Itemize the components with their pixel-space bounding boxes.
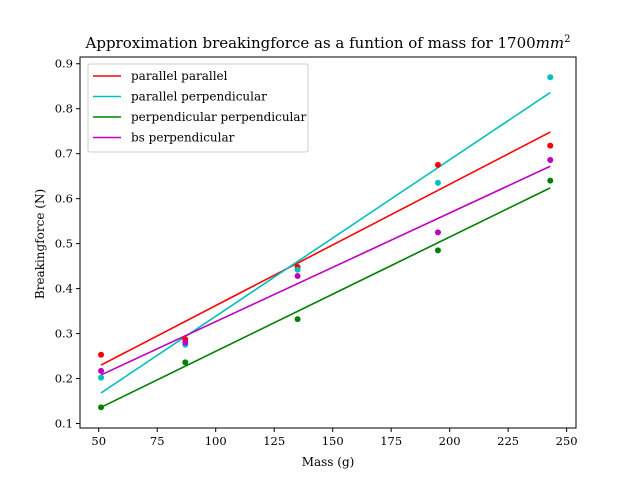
chart-title-exponent: 2 — [564, 34, 570, 45]
data-point-parallel-parallel — [434, 161, 441, 168]
y-axis-label: Breakingforce (N) — [33, 189, 47, 299]
data-point-parallel-parallel — [547, 142, 554, 149]
data-point-bs-perpendicular — [294, 273, 301, 280]
data-point-bs-perpendicular — [182, 339, 189, 346]
y-tick-label: 0.8 — [55, 102, 73, 116]
data-point-parallel-perpendicular — [434, 179, 441, 186]
x-tick-label: 200 — [439, 434, 461, 448]
x-tick-label: 225 — [497, 434, 519, 448]
y-tick-label: 0.4 — [55, 282, 73, 296]
data-point-parallel-perpendicular — [98, 374, 105, 381]
chart-title-unit: mm — [536, 34, 564, 52]
x-tick-label: 250 — [556, 434, 578, 448]
legend-label-perpendicular-perpendicular: perpendicular perpendicular — [131, 110, 307, 124]
chart-title: Approximation breakingforce as a funtion… — [85, 34, 571, 52]
data-point-parallel-perpendicular — [294, 266, 301, 273]
fit-line-parallel-parallel — [100, 131, 551, 366]
x-tick-label: 175 — [380, 434, 402, 448]
plot-area — [98, 74, 554, 411]
y-tick-label: 0.3 — [55, 327, 73, 341]
fit-line-parallel-perpendicular — [100, 91, 551, 394]
data-point-parallel-parallel — [98, 351, 105, 358]
data-point-perpendicular-perpendicular — [182, 359, 189, 366]
axis-ticks: 50 75 100 125 150 175 200 225 250 0.1 0.2 0.3 0.4 0.5… — [55, 57, 578, 448]
y-tick-label: 0.2 — [55, 372, 73, 386]
legend-box — [87, 63, 309, 153]
legend-label-parallel-perpendicular: parallel perpendicular — [131, 90, 267, 104]
x-tick-label: 75 — [150, 434, 165, 448]
plot-frame — [79, 56, 577, 429]
y-tick-label: 0.5 — [55, 237, 73, 251]
x-tick-label: 100 — [205, 434, 227, 448]
data-point-parallel-perpendicular — [547, 74, 554, 81]
data-point-perpendicular-perpendicular — [98, 404, 105, 411]
data-point-bs-perpendicular — [98, 367, 105, 374]
chart-title-main: Approximation breakingforce as a funtion… — [85, 34, 536, 52]
x-axis-label: Mass (g) — [302, 455, 355, 469]
x-tick-label: 150 — [322, 434, 344, 448]
fit-line-perpendicular-perpendicular — [100, 187, 551, 409]
x-tick-label: 125 — [263, 434, 285, 448]
data-point-perpendicular-perpendicular — [294, 316, 301, 323]
y-tick-label: 0.7 — [55, 147, 73, 161]
data-point-bs-perpendicular — [547, 156, 554, 163]
y-tick-label: 0.6 — [55, 192, 73, 206]
legend: parallel parallel parallel perpendicular p… — [87, 63, 309, 153]
fit-line-bs-perpendicular — [100, 165, 551, 376]
data-point-perpendicular-perpendicular — [434, 247, 441, 254]
data-point-perpendicular-perpendicular — [547, 177, 554, 184]
y-tick-label: 0.1 — [55, 417, 73, 431]
x-tick-label: 50 — [91, 434, 106, 448]
legend-label-bs-perpendicular: bs perpendicular — [131, 131, 235, 145]
data-point-bs-perpendicular — [434, 229, 441, 236]
y-tick-label: 0.9 — [55, 57, 73, 71]
legend-label-parallel-parallel: parallel parallel — [131, 69, 228, 83]
